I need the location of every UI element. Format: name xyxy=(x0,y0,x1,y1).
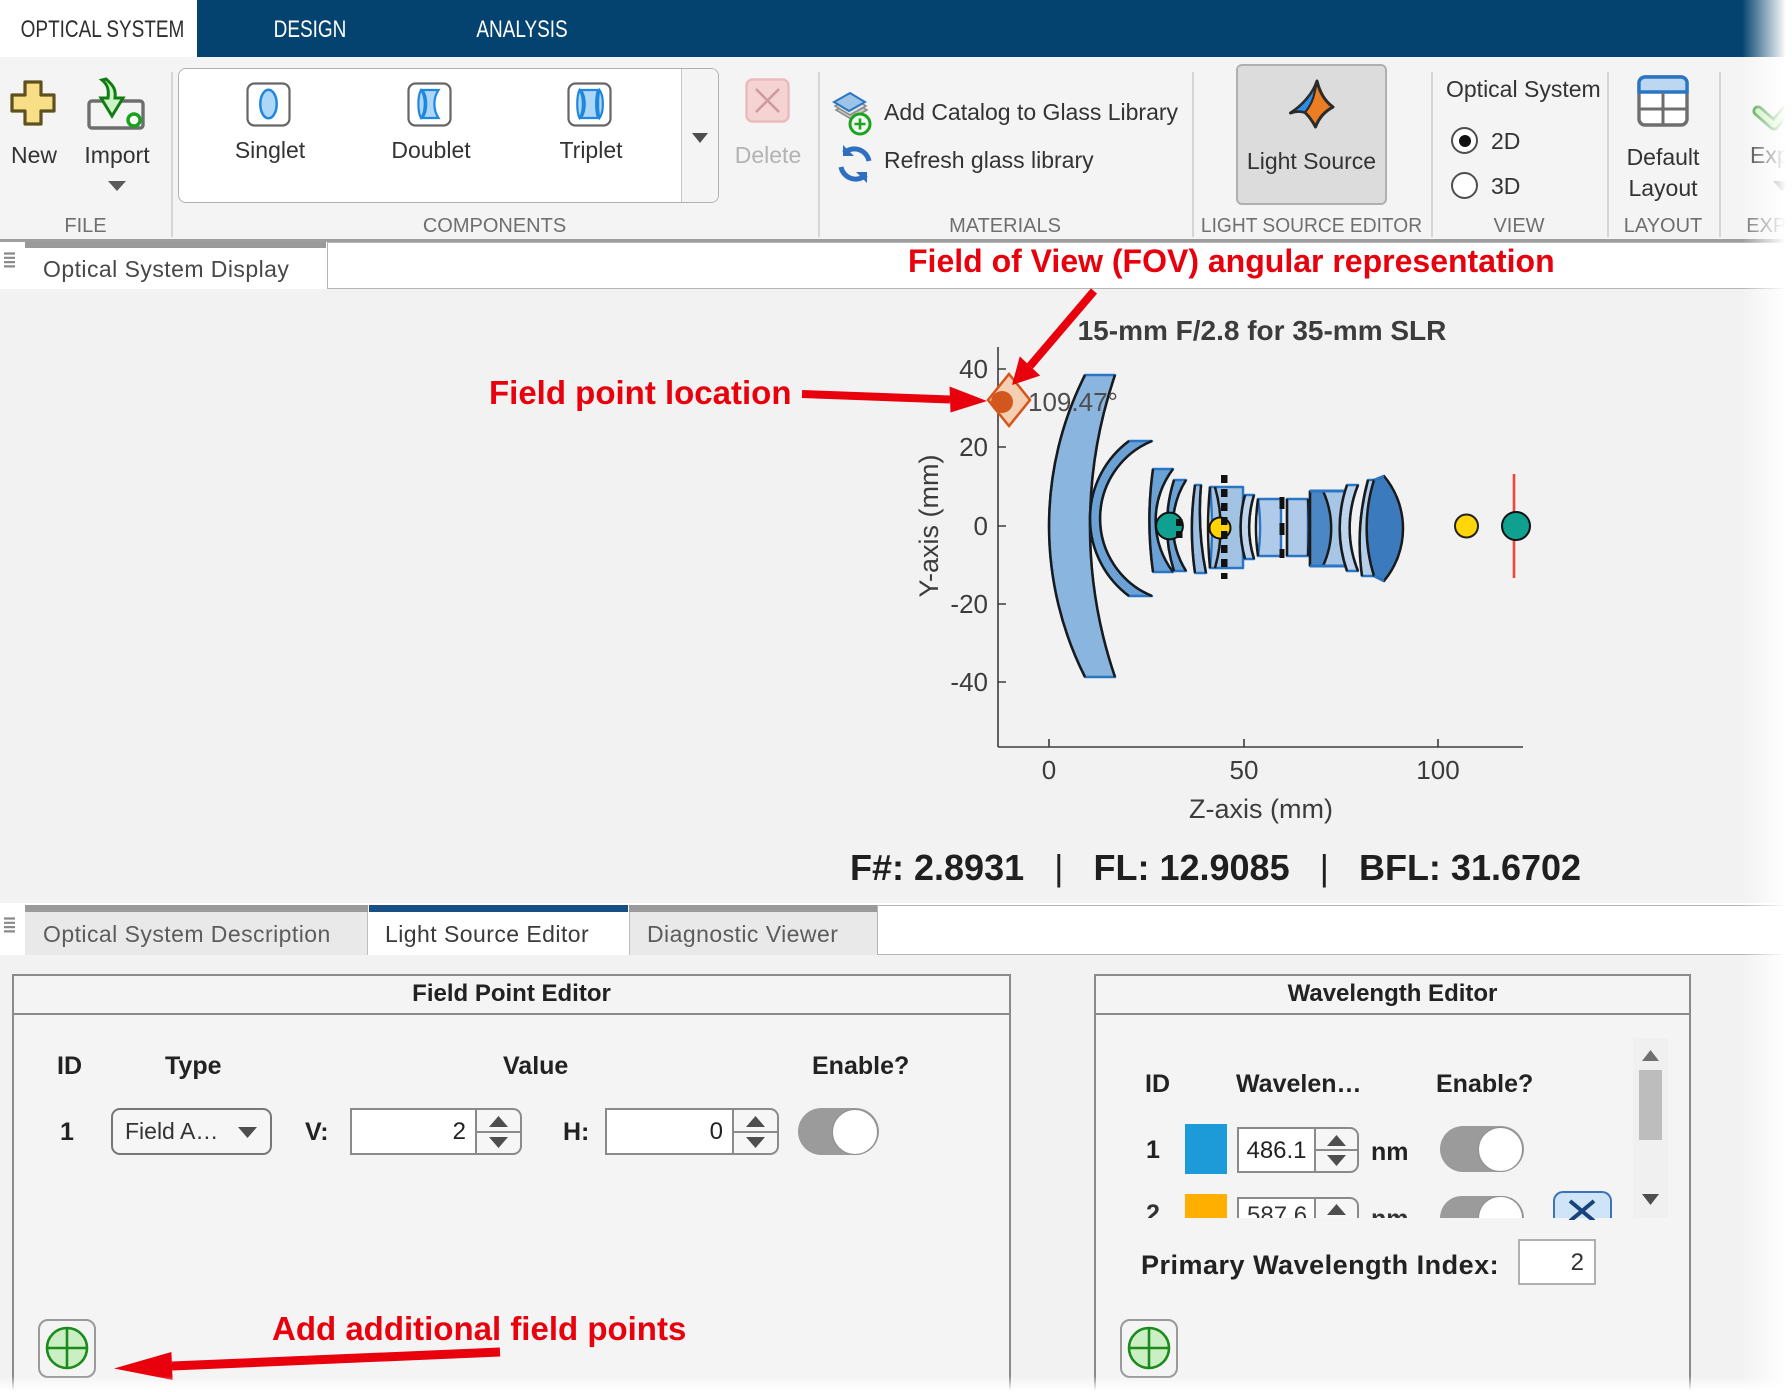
svg-text:100: 100 xyxy=(1416,755,1459,785)
svg-text:-40: -40 xyxy=(950,667,988,697)
svg-text:50: 50 xyxy=(1230,755,1259,785)
svg-text:20: 20 xyxy=(959,432,988,462)
svg-text:109.47°: 109.47° xyxy=(1028,387,1118,417)
svg-text:-20: -20 xyxy=(950,589,988,619)
svg-text:Y-axis (mm): Y-axis (mm) xyxy=(914,454,944,597)
svg-text:0: 0 xyxy=(974,511,988,541)
svg-text:0: 0 xyxy=(1042,755,1056,785)
svg-text:Z-axis (mm): Z-axis (mm) xyxy=(1189,794,1333,824)
svg-text:15-mm F/2.8 for 35-mm SLR: 15-mm F/2.8 for 35-mm SLR xyxy=(1078,315,1447,346)
svg-text:40: 40 xyxy=(959,354,988,384)
